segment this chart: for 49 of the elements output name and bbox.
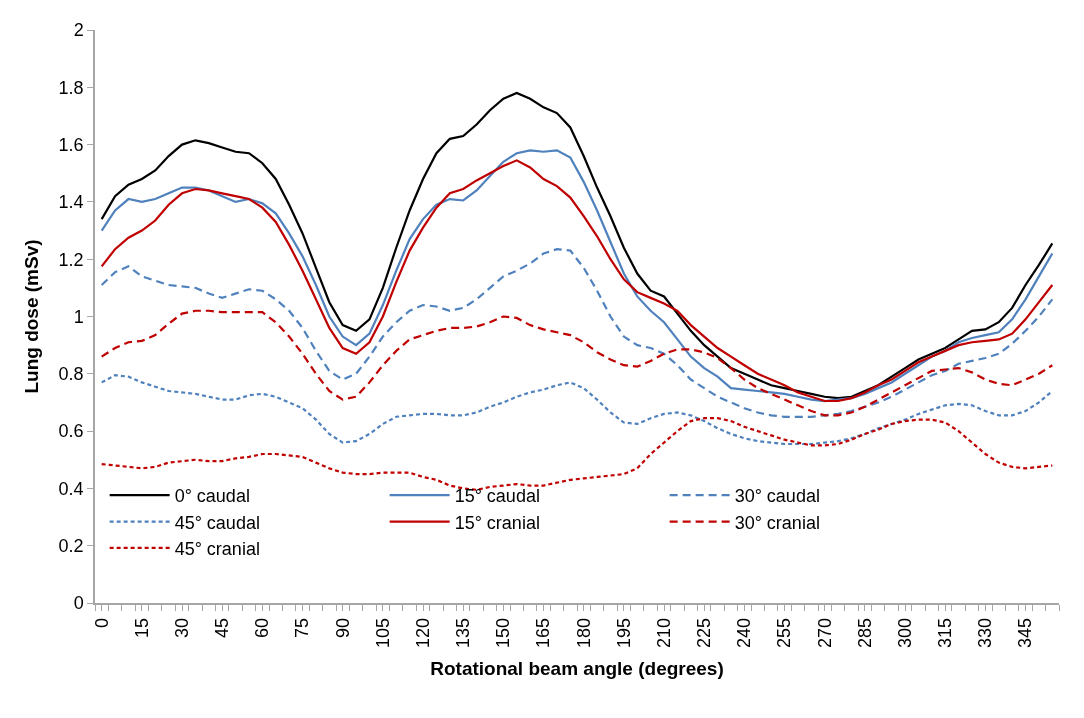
line-series [100,309,1054,417]
x-tick-label: 165 [533,617,554,648]
x-tick-label: 180 [573,617,594,648]
x-tick-label: 75 [292,617,313,638]
x-tick-label: 345 [1015,617,1036,648]
legend-label: 45° caudal [174,512,260,533]
x-tick-label: 285 [854,617,875,648]
y-tick-label: 1.6 [58,134,84,155]
y-axis-title: Lung dose (mSv) [20,239,42,394]
x-tick-label: 255 [774,617,795,648]
x-tick-label: 315 [935,617,956,648]
x-axis-title: Rotational beam angle (degrees) [430,658,724,680]
x-tick-label: 225 [694,617,715,648]
legend-label: 30° caudal [734,486,820,507]
legend-label: 15° cranial [454,512,540,533]
x-tick-label: 105 [372,617,393,648]
y-tick-label: 1.4 [58,192,84,213]
line-series [100,417,1054,491]
y-tick-label: 0 [73,593,84,614]
line-series [100,248,1054,418]
y-tick-label: 0.8 [58,364,84,385]
x-tick-label: 15 [131,617,152,638]
x-tick-label: 240 [734,617,755,648]
line-series [100,91,1054,400]
x-tick-label: 90 [332,617,353,638]
x-tick-label: 30 [171,617,192,638]
x-tick-label: 0 [91,617,112,628]
y-tick-label: 2 [73,20,84,41]
y-tick-label: 1.2 [58,249,84,270]
x-tick-label: 195 [613,617,634,648]
x-tick-label: 150 [493,617,514,648]
x-tick-label: 330 [975,617,996,648]
x-tick-label: 210 [653,617,674,648]
legend-label: 45° cranial [174,538,260,559]
y-tick-label: 0.4 [58,478,84,499]
x-tick-label: 45 [212,617,233,638]
y-tick-label: 0.6 [58,421,84,442]
line-series [100,374,1054,446]
legend-label: 0° caudal [174,486,250,507]
x-tick-label: 270 [814,617,835,648]
legend-label: 30° cranial [734,512,820,533]
x-tick-label: 300 [894,617,915,648]
x-tick-label: 135 [453,617,474,648]
x-tick-label: 120 [412,617,433,648]
x-tick-label: 60 [252,617,273,638]
y-tick-label: 1 [73,306,84,327]
legend-label: 15° caudal [454,486,540,507]
y-tick-label: 1.8 [58,77,84,98]
y-tick-label: 0.2 [58,536,84,556]
